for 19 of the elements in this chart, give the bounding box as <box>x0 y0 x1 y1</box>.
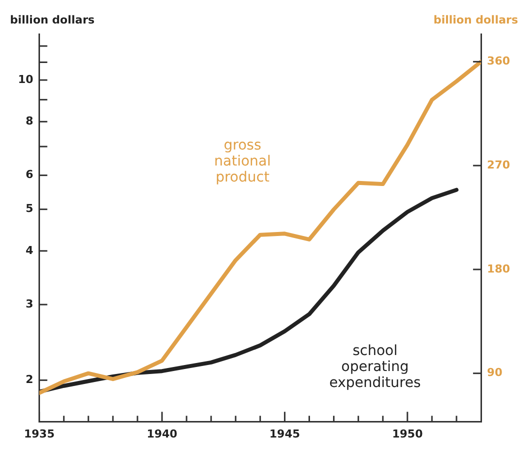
x-tick-label: 1950 <box>392 427 424 440</box>
x-tick-label: 1940 <box>146 427 178 440</box>
y-tick-label: 3 <box>26 297 34 310</box>
y-tick-label: 6 <box>26 168 34 182</box>
y-tick-label: 5 <box>26 202 34 216</box>
y-tick-label: 2 <box>26 373 34 386</box>
y-tick-label: 10 <box>18 72 34 86</box>
x-tick-label: 1945 <box>269 427 300 440</box>
y2-tick-label: 360 <box>487 54 510 68</box>
text: school operating expenditures <box>329 343 421 392</box>
y2-tick-label: 270 <box>487 158 510 172</box>
y2-tick-label: 90 <box>487 366 503 380</box>
x-tick-label: 1935 <box>24 427 55 440</box>
text: gross national product <box>214 138 271 186</box>
y2-tick-label: 180 <box>487 262 510 276</box>
y-axis-title: billion dollars <box>10 13 95 26</box>
y-tick-label: 8 <box>26 114 34 128</box>
y2-axis-title: billion dollars <box>433 13 518 26</box>
y-tick-label: 4 <box>26 244 34 257</box>
